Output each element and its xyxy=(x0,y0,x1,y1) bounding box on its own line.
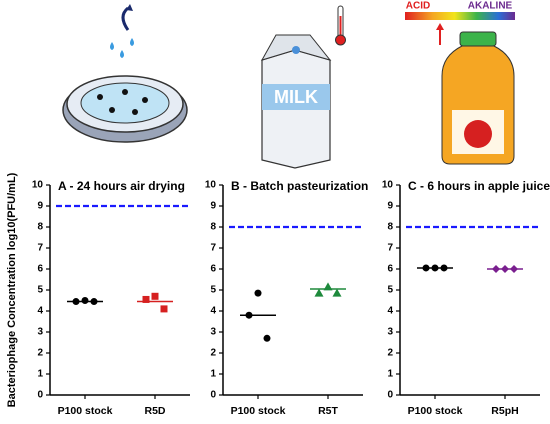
y-tick-label: 2 xyxy=(387,348,393,359)
point xyxy=(323,282,333,291)
y-tick-label: 5 xyxy=(387,285,393,296)
point xyxy=(332,288,342,297)
y-tick-label: 8 xyxy=(37,222,43,233)
acid-label: ACID xyxy=(406,1,430,12)
x-tick-label: P100 stock xyxy=(231,405,286,417)
y-tick-label: 7 xyxy=(387,243,393,254)
point xyxy=(431,264,439,272)
y-tick-label: 9 xyxy=(37,201,43,212)
y-tick-label: 6 xyxy=(387,264,393,275)
point xyxy=(492,265,500,273)
point xyxy=(142,295,150,303)
y-tick-label: 10 xyxy=(382,180,394,191)
y-tick-label: 8 xyxy=(210,222,216,233)
x-tick-label: R5T xyxy=(318,405,338,417)
point xyxy=(263,334,271,342)
point xyxy=(81,297,89,304)
y-tick-label: 0 xyxy=(387,390,393,401)
x-tick-label: P100 stock xyxy=(408,405,463,417)
y-tick-label: 5 xyxy=(37,285,43,296)
y-tick-label: 2 xyxy=(210,348,216,359)
y-tick-label: 7 xyxy=(37,243,43,254)
y-tick-label: 7 xyxy=(210,243,216,254)
point xyxy=(72,298,80,306)
y-tick-label: 6 xyxy=(37,264,43,275)
y-tick-label: 9 xyxy=(210,201,216,212)
y-tick-label: 10 xyxy=(205,180,217,191)
panel-title: B - Batch pasteurization xyxy=(231,179,368,193)
milk-label: MILK xyxy=(274,87,318,107)
point xyxy=(440,264,448,272)
milk-carton-illustration: MILK xyxy=(260,5,346,169)
y-tick-label: 8 xyxy=(387,222,393,233)
y-tick-label: 3 xyxy=(387,327,393,338)
panel-title: A - 24 hours air drying xyxy=(58,179,185,193)
y-tick-label: 5 xyxy=(210,285,216,296)
y-tick-label: 10 xyxy=(32,180,44,191)
point xyxy=(501,265,509,273)
alkaline-label: AKALINE xyxy=(468,1,513,12)
y-tick-label: 1 xyxy=(37,369,43,380)
petri-dish-illustration xyxy=(62,4,188,143)
point xyxy=(314,288,324,297)
y-tick-label: 2 xyxy=(37,348,43,359)
panel-title: C - 6 hours in apple juice xyxy=(408,179,550,193)
point xyxy=(245,311,253,319)
y-tick-label: 9 xyxy=(387,201,393,212)
y-tick-label: 3 xyxy=(210,327,216,338)
y-tick-label: 6 xyxy=(210,264,216,275)
y-tick-label: 4 xyxy=(387,306,393,317)
y-tick-label: 1 xyxy=(210,369,216,380)
y-axis-label: Bacteriophage Concentration log10(PFU/mL… xyxy=(6,172,18,407)
x-tick-label: R5D xyxy=(144,405,165,417)
point xyxy=(160,305,168,313)
point xyxy=(90,298,98,306)
point xyxy=(254,289,262,297)
point xyxy=(151,292,159,300)
y-tick-label: 0 xyxy=(37,390,43,401)
y-tick-label: 4 xyxy=(37,306,43,317)
x-tick-label: P100 stock xyxy=(58,405,113,417)
y-tick-label: 4 xyxy=(210,306,216,317)
point xyxy=(510,265,518,273)
point xyxy=(422,264,430,272)
y-tick-label: 1 xyxy=(387,369,393,380)
juice-bottle-illustration: ACID AKALINE xyxy=(405,1,515,165)
x-tick-label: R5pH xyxy=(491,405,518,417)
y-tick-label: 0 xyxy=(210,390,216,401)
y-tick-label: 3 xyxy=(37,327,43,338)
